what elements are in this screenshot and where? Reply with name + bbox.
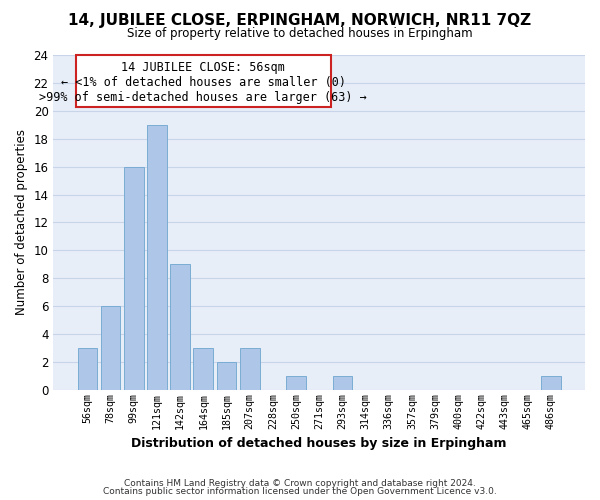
Text: ← <1% of detached houses are smaller (0): ← <1% of detached houses are smaller (0) (61, 76, 346, 89)
X-axis label: Distribution of detached houses by size in Erpingham: Distribution of detached houses by size … (131, 437, 507, 450)
FancyBboxPatch shape (76, 55, 331, 106)
Bar (124, 166, 143, 390)
Text: Contains public sector information licensed under the Open Government Licence v3: Contains public sector information licen… (103, 487, 497, 496)
Bar (147, 125, 167, 390)
Bar (170, 264, 190, 390)
Text: Contains HM Land Registry data © Crown copyright and database right 2024.: Contains HM Land Registry data © Crown c… (124, 478, 476, 488)
Text: Size of property relative to detached houses in Erpingham: Size of property relative to detached ho… (127, 28, 473, 40)
Bar (77, 348, 97, 390)
Bar (193, 348, 213, 390)
Y-axis label: Number of detached properties: Number of detached properties (15, 130, 28, 316)
Bar (101, 306, 121, 390)
Bar (240, 348, 260, 390)
Bar (332, 376, 352, 390)
Bar (217, 362, 236, 390)
Bar (541, 376, 561, 390)
Text: 14 JUBILEE CLOSE: 56sqm: 14 JUBILEE CLOSE: 56sqm (121, 60, 285, 74)
Text: >99% of semi-detached houses are larger (63) →: >99% of semi-detached houses are larger … (40, 92, 367, 104)
Text: 14, JUBILEE CLOSE, ERPINGHAM, NORWICH, NR11 7QZ: 14, JUBILEE CLOSE, ERPINGHAM, NORWICH, N… (68, 12, 532, 28)
Bar (286, 376, 306, 390)
